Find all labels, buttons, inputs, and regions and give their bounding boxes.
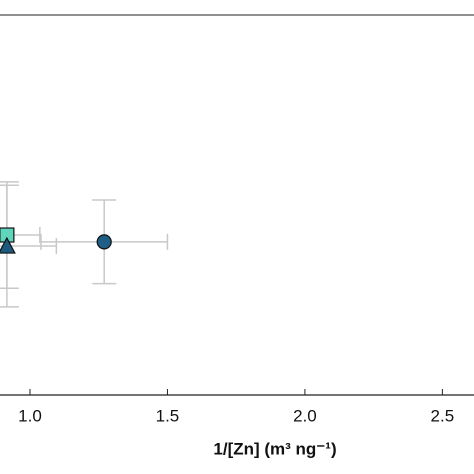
x-tick-label: 2.0 — [293, 406, 317, 425]
x-tick-label: 1.5 — [156, 406, 180, 425]
point — [96, 234, 112, 250]
point — [0, 236, 16, 254]
x-tick-label: 1.0 — [18, 406, 42, 425]
x-tick-label: 2.5 — [431, 406, 455, 425]
x-axis-label: 1/[Zn] (m³ ng⁻¹) — [213, 439, 336, 458]
